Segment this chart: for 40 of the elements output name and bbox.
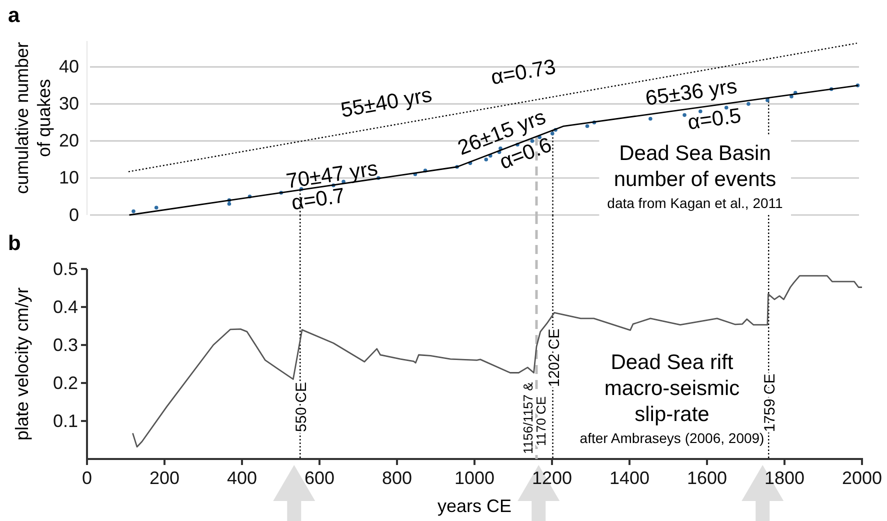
y-tick-label: 30 xyxy=(58,94,79,114)
annotation: number of events xyxy=(614,168,776,191)
annotation: slip-rate xyxy=(634,403,710,426)
ref-line-label: 1759 CE xyxy=(762,374,779,432)
y-tick-label: 10 xyxy=(58,168,79,188)
y-tick-label: 0.2 xyxy=(52,372,78,393)
annotation: after Ambraseys (2006, 2009) xyxy=(580,430,764,446)
x-tick-label: 0 xyxy=(82,468,92,488)
annotation: α=0.5 xyxy=(686,104,742,134)
annotation: Dead Sea Basin xyxy=(619,142,771,165)
y-tick-label: 40 xyxy=(58,56,79,77)
y-tick-label: 20 xyxy=(58,130,79,151)
annotation: 55±40 yrs xyxy=(339,83,434,122)
chart-title: b xyxy=(8,232,21,255)
x-tick-label: 2000 xyxy=(842,468,882,488)
x-tick-label: 600 xyxy=(304,468,335,488)
ref-line-label: 1156/1157 & 1170 CE xyxy=(520,382,548,454)
x-tick-label: 400 xyxy=(226,468,258,488)
x-tick-label: 200 xyxy=(149,468,180,488)
x-axis-title: years CE xyxy=(437,496,512,516)
y-axis-title: plate velocity cm/yr xyxy=(12,287,32,441)
ref-line-label: 1202 CE xyxy=(546,328,563,387)
chart-title: a xyxy=(8,4,20,27)
y-axis-title: cumulative number of quakes xyxy=(12,42,54,194)
x-tick-label: 1800 xyxy=(764,468,805,488)
y-tick-label: 0.1 xyxy=(52,410,78,431)
annotation: α=0.73 xyxy=(489,55,558,90)
y-tick-label: 0.3 xyxy=(52,334,78,355)
annotation: data from Kagan et al., 2011 xyxy=(607,195,784,211)
annotation: Dead Sea rift xyxy=(610,351,734,374)
x-tick-label: 1200 xyxy=(532,468,572,488)
x-tick-label: 800 xyxy=(382,468,412,488)
y-tick-label: 0.5 xyxy=(52,258,78,279)
y-tick-label: 0.4 xyxy=(52,296,78,317)
ref-line-label: 550 CE xyxy=(293,382,310,432)
x-tick-label: 1000 xyxy=(454,468,495,488)
y-tick-label: 0 xyxy=(68,204,79,225)
x-tick-label: 1400 xyxy=(609,468,650,488)
annotation: macro-seismic xyxy=(604,377,740,400)
x-tick-label: 1600 xyxy=(686,468,728,488)
